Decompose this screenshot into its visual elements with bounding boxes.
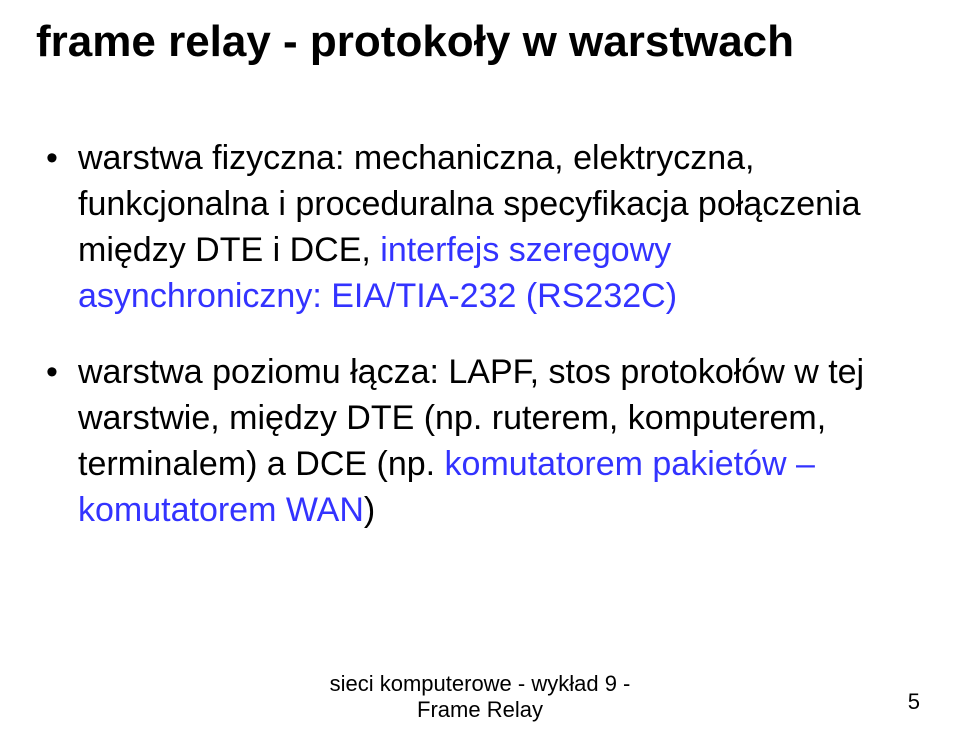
list-item: warstwa fizyczna: mechaniczna, elektrycz… xyxy=(36,136,924,320)
footer-line-2: Frame Relay xyxy=(417,697,543,722)
bullet-list: warstwa fizyczna: mechaniczna, elektrycz… xyxy=(36,136,924,533)
footer-line-1: sieci komputerowe - wykład 9 - xyxy=(330,671,631,696)
page-number: 5 xyxy=(908,689,920,715)
list-item: warstwa poziomu łącza: LAPF, stos protok… xyxy=(36,350,924,534)
bullet-prefix: warstwa poziomu łącza: xyxy=(78,353,439,391)
bullet-tail: ) xyxy=(364,491,375,529)
bullet-prefix: warstwa fizyczna: xyxy=(78,139,344,177)
slide-title: frame relay - protokoły w warstwach xyxy=(36,18,924,66)
footer: sieci komputerowe - wykład 9 - Frame Rel… xyxy=(0,671,960,723)
slide: frame relay - protokoły w warstwach wars… xyxy=(0,0,960,739)
